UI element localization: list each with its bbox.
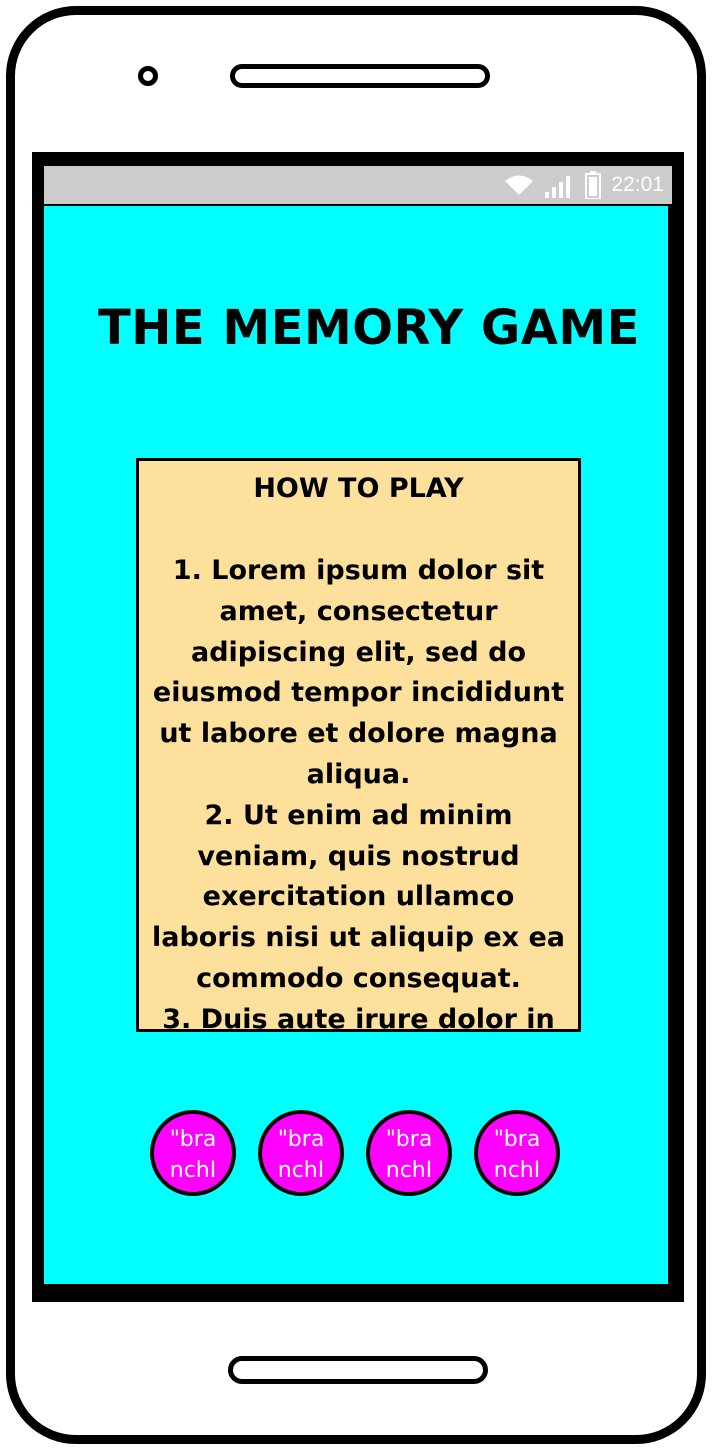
status-bar: 22:01: [44, 166, 672, 204]
how-to-play-panel[interactable]: HOW TO PLAY 1. Lorem ipsum dolor sit ame…: [136, 458, 581, 1032]
speaker-grille: [230, 64, 490, 88]
branch-button[interactable]: "branchID": [258, 1110, 344, 1196]
wifi-icon: [505, 175, 534, 195]
branch-button[interactable]: "branchID": [474, 1110, 560, 1196]
camera-icon: [138, 66, 158, 86]
signal-icon: [545, 176, 571, 198]
branch-button-row: "branchID" "branchID" "branchID" "branch…: [150, 1110, 562, 1196]
app-screen: THE MEMORY GAME HOW TO PLAY 1. Lorem ips…: [44, 206, 668, 1284]
game-title: THE MEMORY GAME: [98, 300, 640, 356]
instruction-step: 3. Duis aute irure dolor in: [162, 1003, 555, 1032]
branch-button[interactable]: "branchID": [366, 1110, 452, 1196]
how-to-play-heading: HOW TO PLAY: [253, 473, 464, 504]
instruction-step: 2. Ut enim ad minim veniam, quis nostrud…: [151, 799, 566, 994]
home-button[interactable]: [228, 1356, 488, 1384]
branch-button[interactable]: "branchID": [150, 1110, 236, 1196]
instruction-step: 1. Lorem ipsum dolor sit amet, consectet…: [152, 555, 565, 790]
battery-icon: [585, 171, 602, 199]
status-time: 22:01: [611, 173, 664, 196]
status-icons: 22:01: [503, 171, 664, 199]
